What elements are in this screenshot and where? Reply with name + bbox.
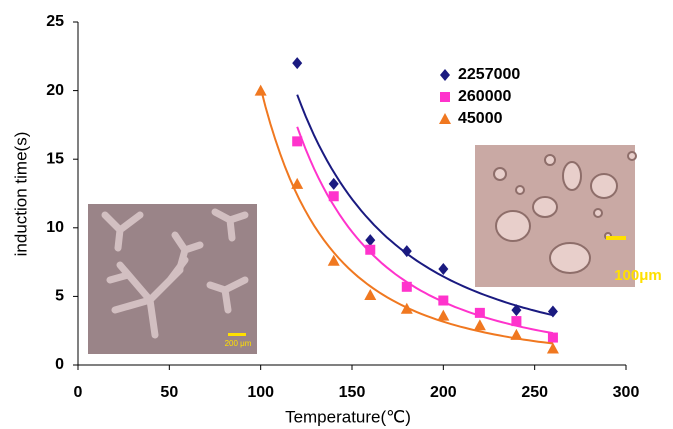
point xyxy=(548,305,558,317)
x-tick-label: 200 xyxy=(430,384,457,401)
y-tick-label: 10 xyxy=(46,219,64,236)
x-tick-label: 0 xyxy=(74,384,83,401)
x-tick-label: 250 xyxy=(521,384,548,401)
inset-photo-left: 200 μm xyxy=(88,204,257,354)
point xyxy=(547,343,559,354)
x-axis-title: Temperature(℃) xyxy=(285,407,411,426)
point xyxy=(255,85,267,96)
x-tick-label: 300 xyxy=(613,384,640,401)
y-tick-label: 25 xyxy=(46,13,64,30)
x-tick-label: 50 xyxy=(160,384,178,401)
point xyxy=(329,178,339,190)
chart: Temperature(℃) induction time(s) 0 5 10 15 2… xyxy=(0,0,673,429)
inset-photo-right: 100μm xyxy=(475,145,662,287)
y-tick-label: 5 xyxy=(55,288,64,305)
point xyxy=(548,333,558,343)
x-tick-label: 150 xyxy=(339,384,366,401)
x-tick-label: 100 xyxy=(247,384,274,401)
point xyxy=(438,296,448,306)
point xyxy=(329,191,339,201)
y-tick-label: 15 xyxy=(46,150,64,167)
point xyxy=(402,282,412,292)
legend-label: 45000 xyxy=(458,110,503,127)
legend-label: 260000 xyxy=(458,88,511,105)
legend-marker xyxy=(440,92,450,102)
point xyxy=(474,319,486,330)
point xyxy=(511,316,521,326)
y-tick-label: 20 xyxy=(46,82,64,99)
point xyxy=(365,234,375,246)
legend-label: 2257000 xyxy=(458,66,520,83)
scale-label: 100μm xyxy=(614,267,662,284)
point xyxy=(475,308,485,318)
point xyxy=(292,136,302,146)
point xyxy=(292,57,302,69)
point xyxy=(510,329,522,340)
point xyxy=(365,245,375,255)
point xyxy=(364,289,376,300)
scale-label: 200 μm xyxy=(225,339,252,348)
point xyxy=(437,310,449,321)
y-axis-title: induction time(s) xyxy=(11,132,30,257)
point xyxy=(401,303,413,314)
point xyxy=(438,263,448,275)
legend: 2257000 260000 45000 xyxy=(430,60,552,128)
y-tick-label: 0 xyxy=(55,356,64,373)
